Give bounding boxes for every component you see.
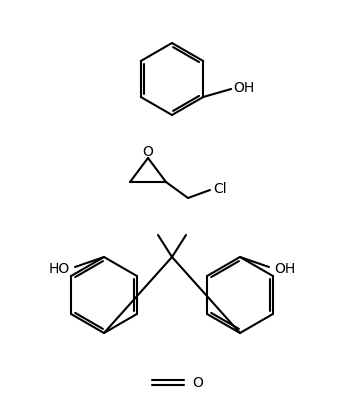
Text: O: O: [142, 145, 154, 159]
Text: HO: HO: [49, 261, 70, 275]
Text: Cl: Cl: [213, 181, 227, 196]
Text: OH: OH: [233, 81, 254, 95]
Text: O: O: [192, 375, 203, 389]
Text: OH: OH: [274, 261, 295, 275]
